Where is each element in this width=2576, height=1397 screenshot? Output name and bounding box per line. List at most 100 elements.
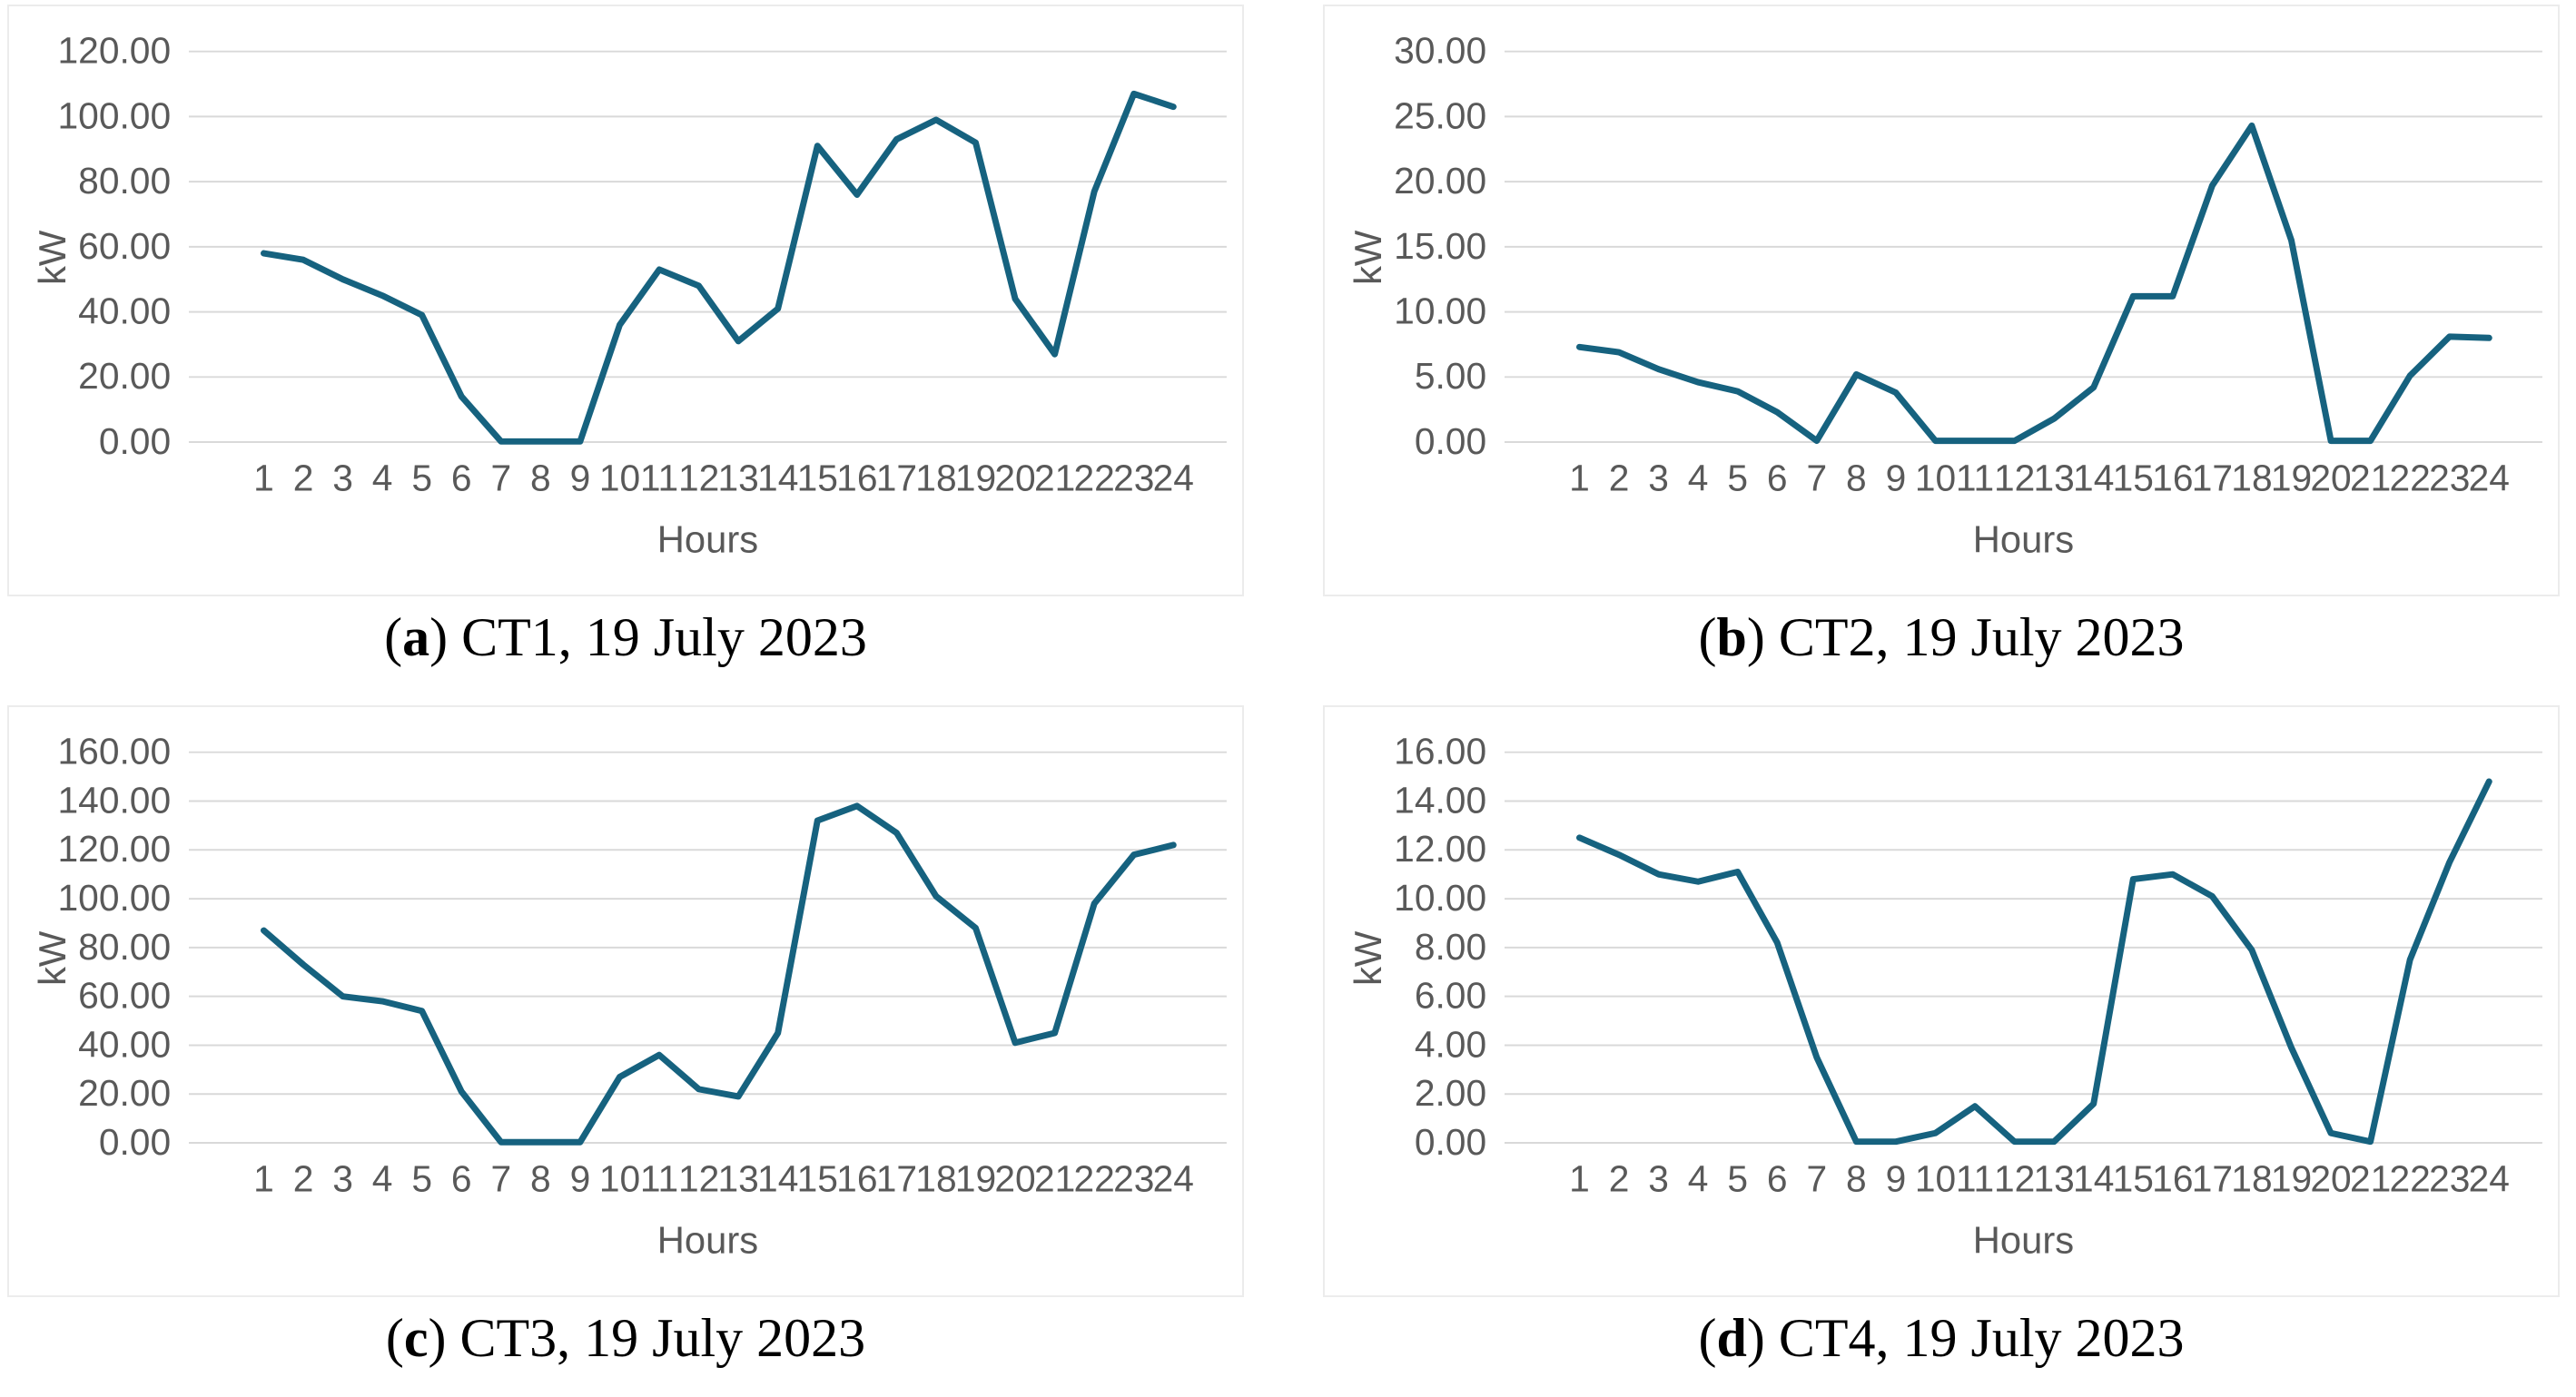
x-tick-label: 11 [640,457,678,499]
y-tick-label: 6.00 [1415,975,1486,1017]
x-tick-label: 6 [1767,457,1788,499]
x-axis-title: Hours [1973,517,2074,560]
x-tick-label: 7 [1806,457,1827,499]
series-line [260,802,1177,1146]
y-tick-label: 0.00 [1415,420,1486,462]
x-tick-label: 13 [718,1158,759,1200]
caption-open-paren: ( [385,1308,404,1368]
y-tick-label: 80.00 [78,926,171,968]
y-tick-label: 0.00 [99,420,171,462]
y-tick-label: 10.00 [1394,877,1486,919]
caption-open-paren: ( [1698,607,1717,667]
caption-close-paren: ) [1746,1308,1779,1368]
caption-text: CT3, 19 July 2023 [459,1308,866,1368]
caption-text: CT1, 19 July 2023 [461,607,867,667]
caption-letter: d [1716,1308,1747,1368]
x-tick-label: 4 [372,1158,393,1200]
x-tick-label: 15 [797,457,838,499]
x-tick-label: 21 [2350,1158,2391,1200]
caption-open-paren: ( [384,607,403,667]
x-tick-label: 1 [1569,1158,1590,1200]
y-tick-label: 4.00 [1415,1023,1486,1065]
y-tick-label: 160.00 [58,731,172,772]
x-tick-label: 19 [955,1158,996,1200]
x-tick-label: 12 [678,457,719,499]
x-tick-label: 17 [876,457,917,499]
x-tick-label: 7 [1806,1158,1827,1200]
y-tick-label: 60.00 [78,225,171,267]
y-tick-label: 20.00 [1394,160,1486,202]
x-tick-label: 11 [1956,457,1994,499]
x-tick-label: 18 [2231,1158,2272,1200]
x-tick-label: 8 [530,457,551,499]
x-tick-label: 16 [2152,457,2193,499]
x-tick-label: 13 [2034,1158,2075,1200]
y-tick-label: 16.00 [1394,731,1486,772]
x-tick-label: 6 [451,457,472,499]
y-tick-label: 80.00 [78,160,171,202]
x-tick-label: 10 [599,1158,640,1200]
x-tick-label: 21 [1034,1158,1075,1200]
x-tick-label: 12 [678,1158,719,1200]
x-tick-label: 5 [1727,1158,1748,1200]
x-tick-label: 3 [332,457,353,499]
x-tick-label: 1 [253,1158,274,1200]
x-tick-label: 20 [994,457,1035,499]
y-tick-label: 30.00 [1394,30,1486,72]
x-tick-label: 6 [451,1158,472,1200]
caption-letter: c [403,1308,429,1368]
x-tick-label: 7 [490,1158,511,1200]
caption-close-paren: ) [1746,607,1779,667]
x-tick-label: 15 [2113,1158,2154,1200]
x-tick-label: 3 [332,1158,353,1200]
x-tick-label: 10 [599,457,640,499]
x-tick-label: 23 [1113,457,1154,499]
x-tick-label: 8 [1846,1158,1867,1200]
x-axis-title: Hours [657,517,758,560]
y-tick-label: 0.00 [1415,1121,1486,1163]
x-tick-label: 22 [1074,1158,1115,1200]
y-tick-label: 20.00 [78,355,171,397]
y-tick-label: 40.00 [78,290,171,332]
y-tick-label: 40.00 [78,1023,171,1065]
line-chart-c: 160.00140.00120.00100.0080.0060.0040.002… [31,731,1227,1261]
line-chart-d: 16.00 14.00 12.00 10.00 8.00 6.00 4.00 2.00 0.00… [1347,731,2542,1261]
x-tick-label: 20 [2310,457,2351,499]
y-tick-label: 8.00 [1415,926,1486,968]
x-tick-label: 14 [757,1158,798,1200]
x-tick-label: 3 [1648,457,1669,499]
x-tick-label: 2 [293,457,314,499]
caption-close-paren: ) [429,607,462,667]
y-axis-title: kW [1347,930,1389,986]
x-axis-title: Hours [1973,1218,2074,1261]
x-tick-label: 9 [1886,457,1907,499]
y-tick-label: 5.00 [1415,355,1486,397]
x-tick-label: 14 [2073,457,2114,499]
x-tick-label: 17 [2192,1158,2233,1200]
x-tick-label: 10 [1915,1158,1956,1200]
caption-letter: b [1716,607,1747,667]
y-tick-label: 100.00 [58,94,172,136]
x-tick-label: 8 [1846,457,1867,499]
y-tick-label: 14.00 [1394,779,1486,821]
y-tick-label: 0.00 [99,1121,171,1163]
x-tick-label: 22 [2390,1158,2431,1200]
x-tick-label: 17 [2192,457,2233,499]
x-tick-label: 23 [2429,1158,2470,1200]
x-tick-label: 9 [570,1158,591,1200]
x-tick-label: 2 [1609,457,1630,499]
x-tick-label: 16 [2152,1158,2193,1200]
x-tick-label: 3 [1648,1158,1669,1200]
x-tick-label: 10 [1915,457,1956,499]
x-tick-label: 20 [2310,1158,2351,1200]
x-tick-label: 7 [490,457,511,499]
y-axis-title: kW [1347,230,1389,285]
caption-open-paren: ( [1698,1308,1717,1368]
y-tick-label: 12.00 [1394,828,1486,870]
x-tick-label: 12 [1994,1158,2035,1200]
x-tick-label: 22 [1074,457,1115,499]
x-tick-label: 9 [570,457,591,499]
x-tick-label: 9 [1886,1158,1907,1200]
x-tick-label: 19 [2271,1158,2312,1200]
